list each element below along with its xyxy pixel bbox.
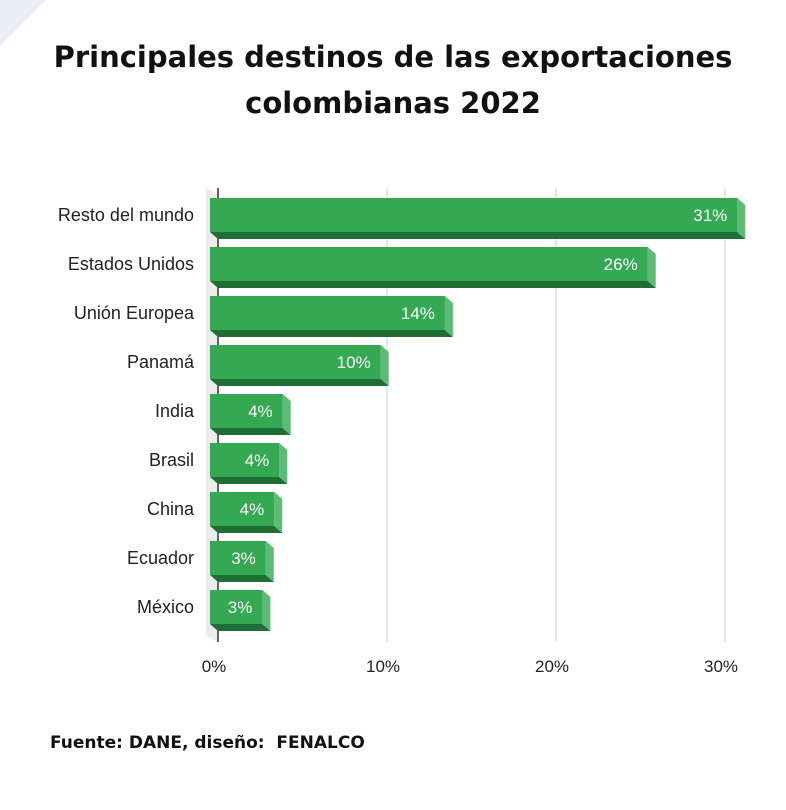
bar-bottom-face — [210, 477, 288, 484]
data-label: 4% — [245, 451, 270, 470]
bar-side-face — [444, 296, 453, 337]
category-label: Resto del mundo — [58, 205, 194, 225]
bar — [210, 541, 266, 575]
data-label: 26% — [604, 255, 638, 274]
category-label: Ecuador — [127, 548, 194, 568]
bar-bottom-face — [210, 330, 453, 337]
chart-title: Principales destinos de las exportacione… — [53, 40, 733, 120]
bar-bottom-face — [210, 428, 291, 435]
bar — [210, 345, 381, 379]
bar-side-face — [380, 345, 389, 386]
category-label: China — [147, 499, 195, 519]
bar-side-face — [274, 492, 283, 533]
data-label: 10% — [337, 353, 371, 372]
bar-bottom-face — [210, 624, 271, 631]
bar — [210, 590, 263, 624]
bar-bottom-face — [210, 232, 746, 239]
corner-decoration — [0, 0, 46, 46]
bar — [210, 247, 648, 281]
bar-side-face — [265, 541, 274, 582]
bar-side-face — [262, 590, 271, 631]
category-label: México — [137, 597, 194, 617]
category-label: Estados Unidos — [68, 254, 194, 274]
category-label: Unión Europea — [74, 303, 195, 323]
x-tick-label: 20% — [535, 657, 569, 676]
data-label: 14% — [401, 304, 435, 323]
bar-bottom-face — [210, 526, 283, 533]
bar-bottom-face — [210, 575, 274, 582]
x-tick-label: 0% — [202, 657, 227, 676]
bar — [210, 394, 283, 428]
bar — [210, 492, 275, 526]
category-label: Brasil — [149, 450, 194, 470]
bar-side-face — [279, 443, 288, 484]
bar-side-face — [647, 247, 656, 288]
data-label: 3% — [228, 598, 253, 617]
bar-side-face — [282, 394, 291, 435]
bar — [210, 443, 280, 477]
data-label: 4% — [240, 500, 265, 519]
x-tick-label: 10% — [366, 657, 400, 676]
bar — [210, 198, 738, 232]
bar — [210, 296, 445, 330]
category-label: Panamá — [127, 352, 195, 372]
data-label: 31% — [693, 206, 727, 225]
data-label: 3% — [231, 549, 256, 568]
source-note: Fuente: DANE, diseño: FENALCO — [50, 733, 365, 753]
bar-bottom-face — [210, 281, 656, 288]
category-label: India — [155, 401, 195, 421]
data-label: 4% — [248, 402, 273, 421]
bar-bottom-face — [210, 379, 389, 386]
x-tick-label: 30% — [704, 657, 738, 676]
bar-side-face — [737, 198, 746, 239]
